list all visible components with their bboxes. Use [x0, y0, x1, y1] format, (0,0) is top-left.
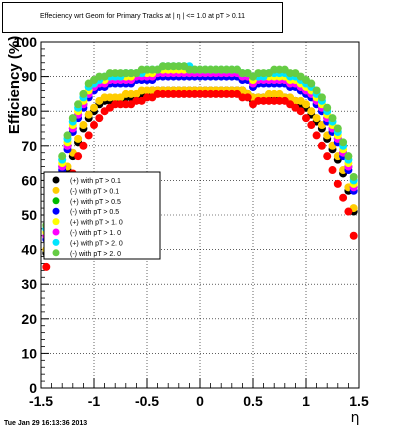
y-tick-label: 50: [21, 207, 37, 223]
data-point: [42, 262, 51, 271]
data-point: [296, 107, 305, 116]
data-point: [317, 141, 326, 150]
legend-marker: [52, 218, 60, 226]
data-point: [302, 114, 310, 123]
legend: (+) with pT > 0.1 (-) with pT > 0.1 (+) wi…: [43, 171, 161, 260]
data-point: [344, 207, 353, 216]
y-axis-label: Efficiency (%): [6, 36, 23, 134]
data-point: [349, 231, 358, 240]
legend-marker: [52, 228, 60, 236]
data-point: [79, 121, 88, 130]
legend-label: (-) with pT > 0.5: [70, 209, 119, 216]
x-tick-label: 1: [302, 393, 310, 409]
x-tick-label: 0: [196, 393, 204, 409]
data-point: [307, 107, 316, 116]
data-point: [95, 114, 104, 123]
data-point: [328, 166, 337, 175]
y-tick-label: 20: [21, 311, 37, 327]
legend-label: (-) with pT > 2. 0: [70, 251, 121, 258]
footer-timestamp: Tue Jan 29 16:13:36 2013: [4, 420, 88, 427]
data-point: [63, 131, 72, 140]
y-tick-label: 30: [21, 276, 37, 292]
data-point: [84, 131, 93, 140]
x-tick-label: -1.5: [29, 393, 53, 409]
data-point: [323, 152, 332, 161]
data-point: [74, 100, 83, 109]
data-point: [68, 114, 77, 123]
chart-title: Effeciency wrt Geom for Primary Tracks a…: [40, 13, 245, 20]
legend-marker: [52, 238, 60, 246]
data-point: [333, 179, 342, 188]
legend-marker: [52, 186, 60, 194]
y-tick-label: 0: [29, 380, 37, 396]
x-tick-label: 1.5: [349, 393, 369, 409]
data-point: [349, 172, 358, 181]
data-point: [328, 114, 337, 123]
data-point: [90, 103, 98, 112]
data-point: [58, 152, 67, 161]
data-point: [307, 121, 316, 130]
legend-label: (+) with pT > 0.1: [70, 178, 121, 185]
tick-labels: 0 10 20 30 40 50 60 70 80 90 100 -1.5 -1 -0.5 0 0.5 1 1.5: [14, 34, 369, 409]
data-point: [312, 114, 321, 123]
y-tick-label: 60: [21, 172, 37, 188]
data-point: [243, 93, 252, 102]
legend-marker: [52, 197, 60, 205]
y-tick-label: 90: [21, 69, 37, 85]
data-point: [302, 100, 310, 109]
legend-label: (-) with pT > 1. 0: [70, 230, 121, 237]
data-point: [79, 141, 88, 150]
data-point: [333, 124, 342, 133]
legend-marker: [52, 249, 60, 257]
data-point: [90, 121, 98, 130]
data-point: [79, 89, 88, 98]
legend-label: (+) with pT > 1. 0: [70, 220, 123, 227]
x-axis-label: η: [351, 410, 360, 426]
legend-marker: [52, 176, 60, 184]
x-tick-label: -0.5: [135, 393, 159, 409]
legend-box: [43, 171, 161, 260]
legend-label: (-) with pT > 0.1: [70, 188, 119, 195]
data-point: [74, 152, 83, 161]
x-tick-label: -1: [88, 393, 101, 409]
data-point: [339, 193, 348, 202]
y-tick-label: 100: [14, 34, 38, 50]
data-point: [317, 93, 326, 102]
y-tick-label: 10: [21, 345, 37, 361]
y-tick-label: 70: [21, 138, 37, 154]
y-tick-label: 80: [21, 103, 37, 119]
data-point: [323, 103, 332, 112]
data-point: [339, 138, 348, 147]
legend-label: (+) with pT > 2. 0: [70, 240, 123, 247]
data-point: [307, 79, 316, 88]
data-point: [344, 152, 353, 161]
chart-title-box: Effeciency wrt Geom for Primary Tracks a…: [2, 2, 283, 33]
y-tick-label: 40: [21, 242, 37, 258]
data-point: [74, 134, 83, 143]
x-tick-label: 0.5: [243, 393, 263, 409]
data-point: [312, 131, 321, 140]
data-point: [312, 86, 321, 95]
legend-label: (+) with pT > 0.5: [70, 199, 121, 206]
legend-marker: [52, 207, 60, 215]
data-point: [84, 110, 93, 119]
